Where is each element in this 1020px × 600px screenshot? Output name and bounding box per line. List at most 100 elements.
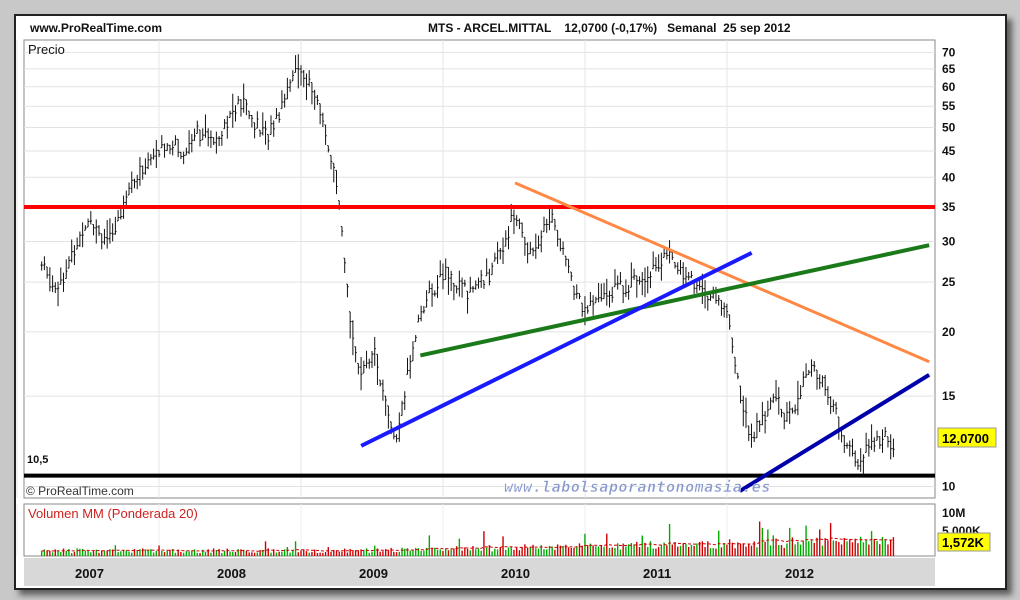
y-tick-label: 70 bbox=[942, 45, 956, 59]
volume-bar bbox=[232, 552, 234, 556]
volume-bar bbox=[597, 546, 600, 556]
volume-bar bbox=[117, 552, 119, 556]
volume-bar bbox=[633, 544, 635, 556]
volume-bar bbox=[122, 550, 125, 556]
volume-bar bbox=[783, 547, 785, 556]
volume-bar bbox=[420, 550, 422, 556]
volume-bar bbox=[182, 552, 185, 556]
volume-bar bbox=[521, 547, 523, 556]
volume-bar bbox=[308, 552, 310, 556]
volume-bar bbox=[614, 547, 616, 556]
title-bar: www.ProRealTime.com MTS - ARCEL.MITTAL 1… bbox=[16, 16, 1005, 38]
volume-bar bbox=[431, 548, 433, 556]
volume-bar bbox=[496, 549, 499, 556]
volume-bar bbox=[357, 550, 360, 556]
volume-bar bbox=[513, 549, 515, 556]
volume-bar bbox=[559, 545, 562, 556]
volume-bar bbox=[802, 541, 805, 556]
volume-bar bbox=[704, 547, 706, 556]
volume-bar bbox=[300, 550, 302, 556]
volume-bar bbox=[141, 548, 144, 556]
volume-bar bbox=[139, 549, 141, 556]
volume-bar bbox=[303, 549, 305, 556]
volume-bar bbox=[62, 548, 65, 556]
volume-bar bbox=[778, 545, 780, 556]
volume-bar bbox=[505, 549, 507, 556]
volume-bar bbox=[390, 547, 392, 556]
volume-bar bbox=[101, 550, 103, 556]
volume-bar bbox=[663, 542, 665, 556]
volume-bar bbox=[174, 552, 177, 556]
volume-bar bbox=[873, 538, 876, 556]
volume-bar bbox=[387, 550, 390, 556]
volume-bar bbox=[316, 553, 319, 556]
volume-bar bbox=[595, 546, 597, 556]
chart-title: MTS - ARCEL.MITTAL 12,0700 (-0,17%) Sema… bbox=[428, 21, 791, 35]
volume-bar bbox=[707, 541, 709, 556]
volume-bar bbox=[428, 535, 431, 556]
volume-bar bbox=[286, 546, 289, 556]
volume-bar bbox=[406, 548, 409, 556]
volume-bar bbox=[627, 544, 630, 556]
volume-bar bbox=[202, 549, 204, 556]
watermark-url[interactable]: www.labolsaporantonomasia.es bbox=[504, 478, 771, 496]
x-tick-label: 2008 bbox=[217, 566, 246, 581]
volume-bar bbox=[537, 548, 540, 556]
volume-bar bbox=[679, 545, 682, 556]
volume-bar bbox=[343, 548, 346, 556]
volume-bar bbox=[576, 546, 578, 556]
volume-bar bbox=[158, 545, 160, 556]
volume-bar bbox=[772, 535, 775, 556]
volume-bar bbox=[120, 551, 122, 556]
x-axis-strip bbox=[24, 558, 935, 586]
volume-bar bbox=[447, 550, 450, 556]
x-tick-label: 2012 bbox=[785, 566, 814, 581]
volume-bar bbox=[349, 548, 351, 556]
volume-bar bbox=[297, 552, 299, 556]
volume-bar bbox=[281, 551, 283, 556]
volume-bar bbox=[161, 550, 163, 556]
volume-bar bbox=[821, 545, 824, 556]
x-tick-label: 2010 bbox=[501, 566, 530, 581]
volume-bar bbox=[584, 533, 586, 556]
volume-bar bbox=[163, 552, 166, 556]
volume-bar bbox=[333, 549, 335, 556]
volume-bar bbox=[507, 547, 510, 556]
volume-bar bbox=[810, 539, 813, 556]
volume-bar bbox=[278, 551, 280, 556]
y-tick-label: 20 bbox=[942, 325, 956, 339]
volume-bar bbox=[404, 548, 406, 556]
volume-bar bbox=[546, 549, 548, 556]
volume-bar bbox=[573, 547, 575, 556]
y-tick-label: 25 bbox=[942, 275, 956, 289]
volume-bar bbox=[881, 536, 884, 556]
y-tick-label: 45 bbox=[942, 144, 956, 158]
volume-bar bbox=[450, 549, 452, 556]
volume-bar bbox=[701, 541, 704, 556]
volume-bar bbox=[172, 549, 174, 556]
price-plot-area bbox=[23, 39, 936, 499]
volume-bar bbox=[354, 550, 357, 556]
volume-bar bbox=[180, 551, 182, 556]
volume-bar bbox=[829, 523, 832, 556]
volume-bar bbox=[581, 545, 583, 556]
y-tick-label: 30 bbox=[942, 234, 956, 248]
volume-bar bbox=[136, 550, 138, 556]
volume-bar bbox=[425, 547, 428, 556]
volume-bar bbox=[753, 541, 755, 556]
volume-bar bbox=[794, 544, 796, 556]
volume-bar bbox=[169, 549, 171, 556]
volume-bar bbox=[363, 549, 365, 556]
volume-bar bbox=[51, 552, 54, 556]
volume-bar bbox=[275, 552, 278, 556]
volume-bar bbox=[68, 548, 70, 556]
volume-bar bbox=[843, 537, 845, 556]
volume-bar bbox=[92, 551, 95, 556]
volume-bar bbox=[827, 540, 829, 556]
volume-bar bbox=[393, 551, 395, 556]
volume-bar bbox=[756, 547, 758, 556]
volume-bar bbox=[283, 549, 286, 556]
volume-bar bbox=[578, 543, 581, 556]
site-url[interactable]: www.ProRealTime.com bbox=[30, 21, 163, 35]
